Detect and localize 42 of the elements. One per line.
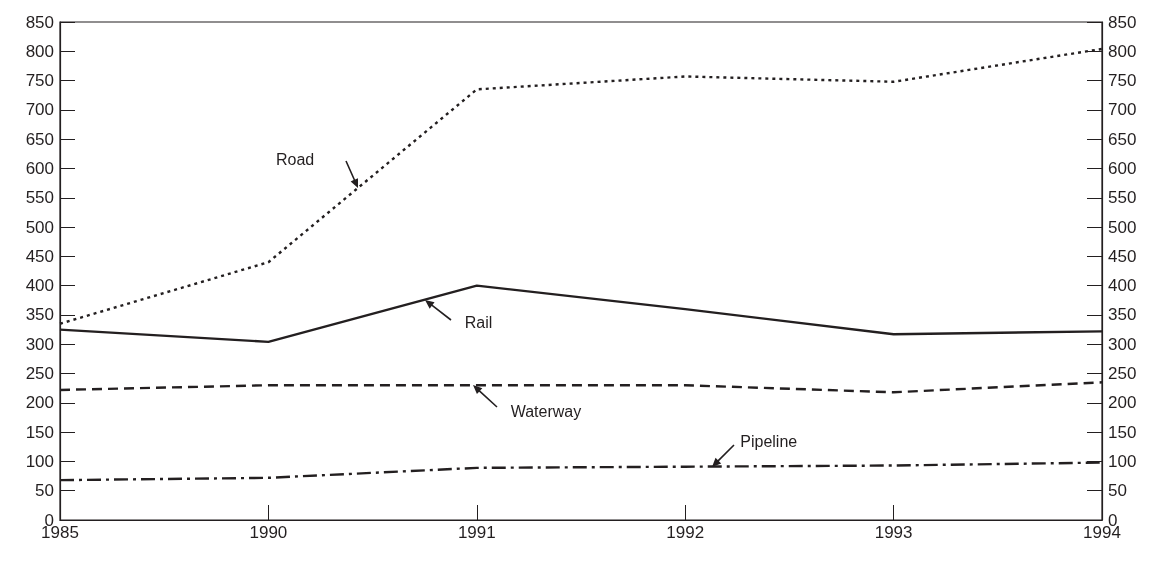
series-label: Waterway xyxy=(510,403,582,422)
y-tick-label: 500 xyxy=(25,217,54,237)
y2-tick-label: 350 xyxy=(1108,305,1137,325)
y2-tick-label: 550 xyxy=(1108,188,1137,208)
y-tick-label: 750 xyxy=(25,71,54,91)
y2-tick-label: 150 xyxy=(1108,422,1137,442)
y2-tick-label: 400 xyxy=(1108,276,1137,296)
y-tick-label: 100 xyxy=(25,451,54,471)
y2-tick-label: 200 xyxy=(1108,393,1137,413)
y2-tick-label: 300 xyxy=(1108,334,1137,354)
y2-tick-label: 100 xyxy=(1108,451,1137,471)
y2-tick-label: 50 xyxy=(1108,481,1127,501)
y2-tick-label: 800 xyxy=(1108,41,1137,61)
text: Road xyxy=(276,150,315,169)
y-tick-label: 400 xyxy=(25,276,54,296)
y-tick-label: 350 xyxy=(25,305,54,325)
y-tick-label: 150 xyxy=(25,422,54,442)
y-tick-label: 650 xyxy=(25,129,54,149)
x-tick-label: 1990 xyxy=(249,523,288,542)
x-tick-label: 1991 xyxy=(457,523,496,542)
y-tick-label: 600 xyxy=(25,158,54,178)
y2-tick-label: 650 xyxy=(1108,129,1137,149)
series-label: Pipeline xyxy=(740,432,798,451)
y2-tick-label: 700 xyxy=(1108,100,1137,120)
y2-tick-label: 600 xyxy=(1108,158,1137,178)
y2-tick-label: 750 xyxy=(1108,71,1137,91)
y2-tick-label: 250 xyxy=(1108,364,1137,384)
x-tick-label: 1992 xyxy=(666,523,705,542)
y-tick-label: 50 xyxy=(35,481,54,501)
y-tick-label: 800 xyxy=(25,41,54,61)
y-tick-label: 700 xyxy=(25,100,54,120)
y-tick-label: 300 xyxy=(25,334,54,354)
y-tick-label: 850 xyxy=(25,12,54,32)
y2-tick-label: 500 xyxy=(1108,217,1137,237)
series-label: Rail xyxy=(464,313,493,332)
y2-tick-label: 850 xyxy=(1108,12,1137,32)
y2-tick-label: 450 xyxy=(1108,246,1137,266)
x-tick-label: 1993 xyxy=(874,523,913,542)
y-tick-label: 550 xyxy=(25,188,54,208)
y-tick-label: 250 xyxy=(25,364,54,384)
y-tick-label: 450 xyxy=(25,246,54,266)
y-tick-label: 200 xyxy=(25,393,54,413)
